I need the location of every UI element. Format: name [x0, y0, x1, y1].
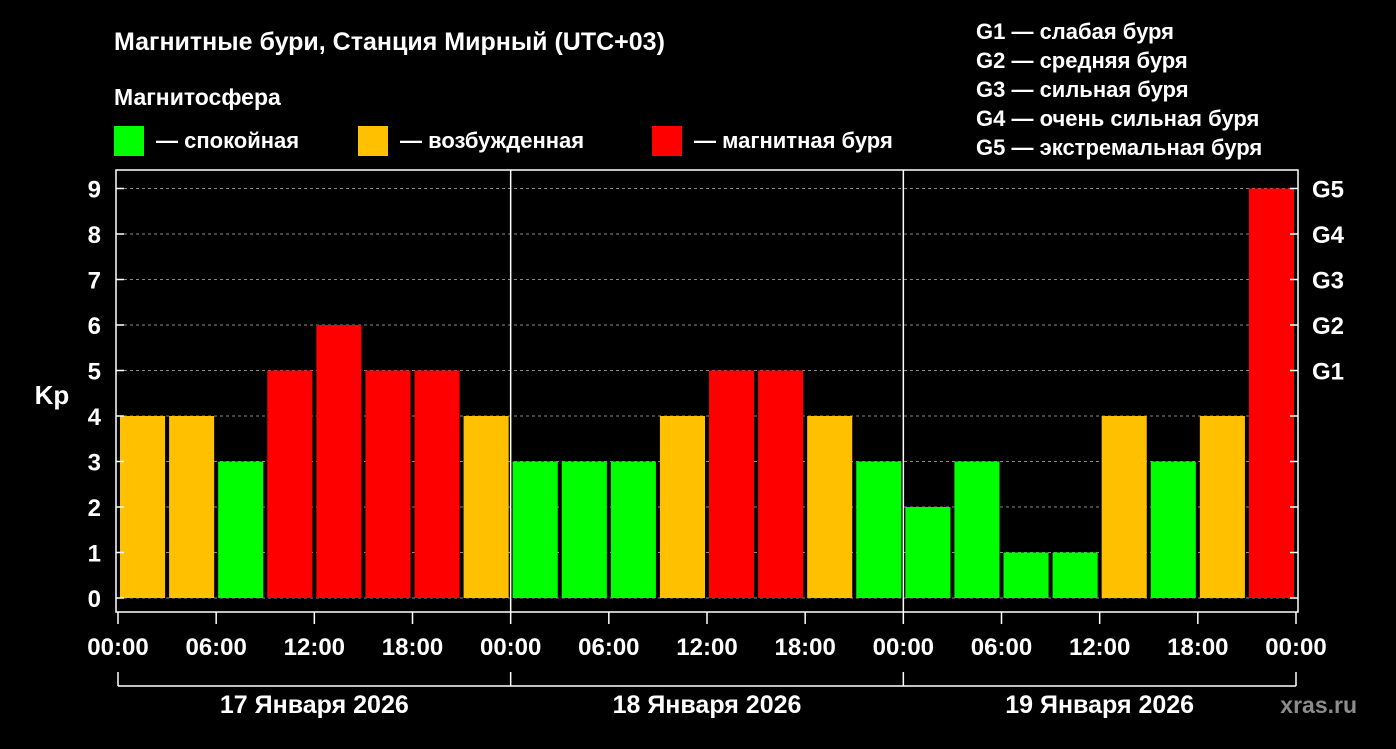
g-level-label: G2 — [1312, 313, 1344, 340]
kp-bar — [659, 416, 705, 598]
x-tick-label: 00:00 — [1265, 634, 1326, 661]
kp-bar — [218, 461, 264, 598]
x-tick-label: 06:00 — [578, 634, 639, 661]
x-tick-label: 12:00 — [1069, 634, 1130, 661]
kp-bar — [610, 461, 656, 598]
x-tick-label: 06:00 — [185, 634, 246, 661]
day-label: 18 Января 2026 — [613, 691, 802, 719]
kp-bar — [758, 370, 804, 598]
legend-label-excited: — возбужденная — [400, 128, 584, 153]
x-tick-label: 18:00 — [382, 634, 443, 661]
bars — [120, 188, 1294, 598]
legend-label-storm: — магнитная буря — [694, 128, 893, 153]
legend-swatch-calm — [114, 126, 144, 156]
grid — [118, 188, 1296, 599]
right-axis: G1 G2 G3 G4 G5 — [1312, 177, 1345, 386]
kp-bar — [954, 461, 1000, 598]
y-axis: 0 1 2 3 4 5 6 7 8 9 — [88, 177, 1298, 613]
g-level-label: G5 — [1312, 177, 1344, 204]
y-axis-label: Kp — [35, 380, 70, 410]
kp-bar — [856, 461, 902, 598]
y-tick-label: 5 — [88, 359, 101, 386]
x-tick-label: 12:00 — [676, 634, 737, 661]
kp-bar — [316, 325, 362, 598]
kp-bar — [1150, 461, 1196, 598]
x-tick-label: 00:00 — [87, 634, 148, 661]
kp-bar — [1101, 416, 1147, 598]
x-axis: 00:00 06:00 12:00 18:00 00:00 06:00 12:00 18:00… — [87, 612, 1327, 661]
kp-bar — [1248, 188, 1294, 598]
y-tick-label: 0 — [88, 586, 101, 613]
y-tick-label: 4 — [88, 404, 102, 431]
kp-bar — [414, 370, 460, 598]
x-tick-label: 06:00 — [971, 634, 1032, 661]
day-label: 17 Января 2026 — [220, 691, 409, 719]
g-scale-item: G4 — очень сильная буря — [976, 106, 1259, 131]
legend-heading: Магнитосфера — [114, 84, 281, 110]
g-scale-item: G5 — экстремальная буря — [976, 135, 1262, 160]
watermark: xras.ru — [1280, 692, 1357, 718]
kp-bar — [561, 461, 607, 598]
chart-title: Магнитные бури, Станция Мирный (UTC+03) — [114, 28, 665, 56]
kp-bar — [1052, 552, 1098, 598]
g-level-label: G1 — [1312, 359, 1344, 386]
day-axis: 17 Января 2026 18 Января 2026 19 Января 20… — [117, 672, 1297, 719]
kp-bar — [1199, 416, 1245, 598]
y-tick-label: 7 — [88, 268, 101, 295]
x-tick-label: 12:00 — [284, 634, 345, 661]
kp-bar — [169, 416, 215, 598]
kp-bar — [512, 461, 558, 598]
x-tick-label: 18:00 — [774, 634, 835, 661]
y-tick-label: 9 — [88, 177, 101, 204]
kp-bar — [267, 370, 313, 598]
y-tick-label: 3 — [88, 450, 101, 477]
legend-swatch-storm — [652, 126, 682, 156]
day-separators — [509, 170, 905, 612]
kp-bar — [120, 416, 166, 598]
g-scale-legend: G1 — слабая буря G2 — средняя буря G3 — … — [976, 19, 1262, 160]
legend-swatch-excited — [358, 126, 388, 156]
g-scale-item: G1 — слабая буря — [976, 19, 1174, 44]
kp-bar — [709, 370, 755, 598]
g-scale-item: G2 — средняя буря — [976, 48, 1188, 73]
y-tick-label: 8 — [88, 222, 101, 249]
kp-bar — [365, 370, 411, 598]
kp-bar — [463, 416, 509, 598]
kp-bar — [807, 416, 853, 598]
x-tick-label: 18:00 — [1167, 634, 1228, 661]
kp-bar — [905, 507, 951, 598]
legend-label-calm: — спокойная — [156, 128, 299, 153]
g-level-label: G4 — [1312, 222, 1345, 249]
x-tick-label: 00:00 — [873, 634, 934, 661]
g-scale-item: G3 — сильная буря — [976, 77, 1189, 102]
y-tick-label: 6 — [88, 313, 101, 340]
y-tick-label: 1 — [88, 541, 101, 568]
x-tick-label: 00:00 — [480, 634, 541, 661]
y-tick-label: 2 — [88, 495, 101, 522]
kp-bar — [1003, 552, 1049, 598]
g-level-label: G3 — [1312, 268, 1344, 295]
legend: — спокойная — возбужденная — магнитная б… — [114, 126, 893, 156]
day-label: 19 Января 2026 — [1005, 691, 1194, 719]
